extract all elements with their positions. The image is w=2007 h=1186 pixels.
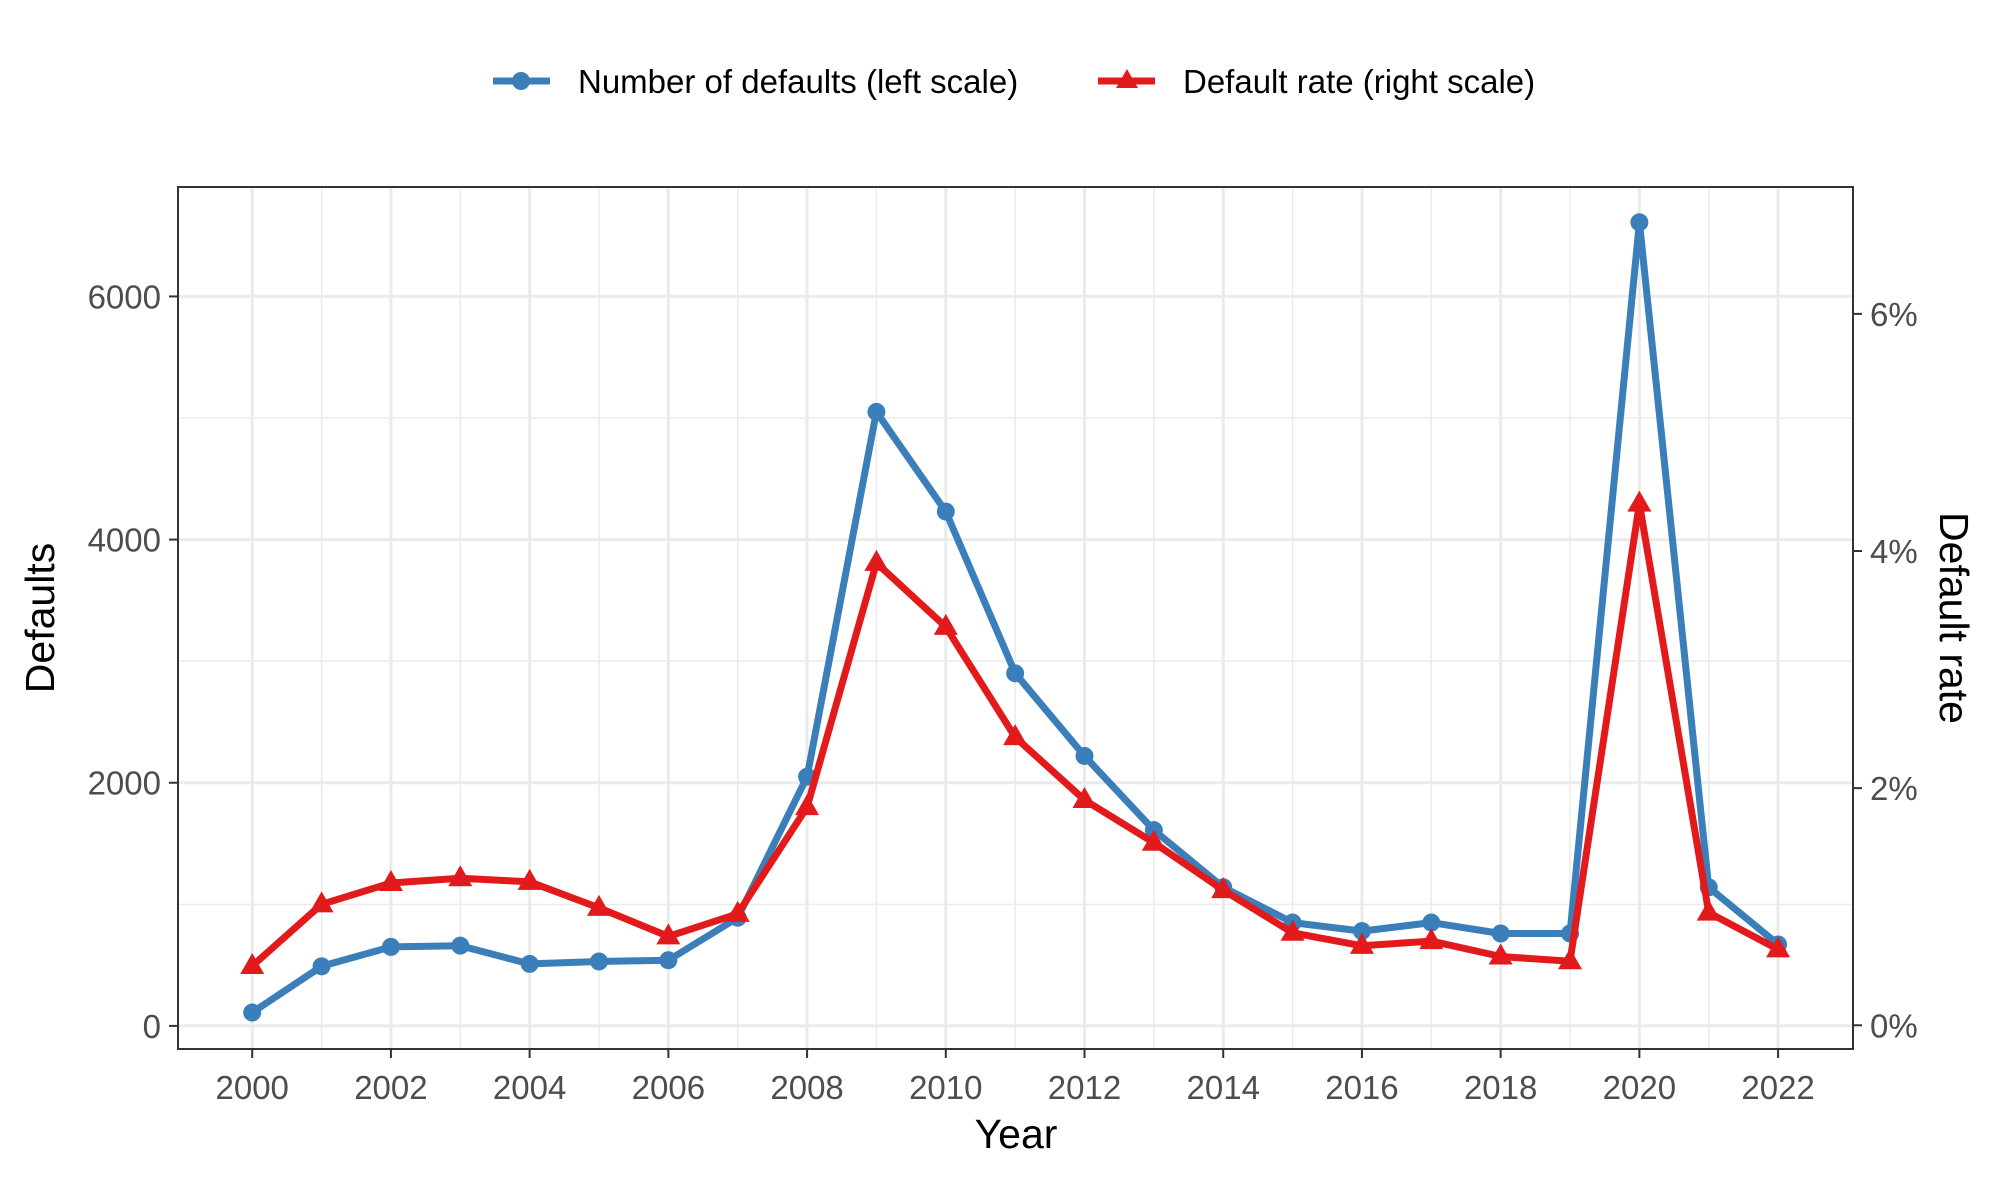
y2-tick-label: 0% xyxy=(1870,1007,1918,1044)
y2-tick-label: 6% xyxy=(1870,296,1918,333)
y-tick-label: 0 xyxy=(143,1008,161,1045)
point-default-rate xyxy=(1211,877,1236,899)
x-tick-label: 2010 xyxy=(909,1069,982,1106)
x-axis-title: Year xyxy=(975,1111,1058,1157)
series-layer xyxy=(240,213,1791,1022)
legend-label-defaults: Number of defaults (left scale) xyxy=(578,63,1018,100)
point-default-rate xyxy=(864,549,889,571)
legend-label-default-rate: Default rate (right scale) xyxy=(1183,63,1535,100)
point-default-rate xyxy=(448,865,473,887)
point-defaults xyxy=(381,937,400,956)
x-tick-label: 2018 xyxy=(1464,1069,1537,1106)
x-tick-label: 2002 xyxy=(354,1069,427,1106)
point-defaults xyxy=(451,936,470,955)
point-default-rate xyxy=(378,870,403,892)
point-default-rate xyxy=(1488,943,1513,965)
point-default-rate xyxy=(656,923,681,945)
point-default-rate xyxy=(1766,936,1791,958)
point-defaults xyxy=(312,957,331,976)
y-axis-title: Defaults xyxy=(17,543,63,693)
plot-panel-border xyxy=(177,186,1854,1050)
legend: Number of defaults (left scale) Default … xyxy=(493,63,1535,100)
point-defaults xyxy=(590,952,609,971)
x-tick-label: 2016 xyxy=(1325,1069,1398,1106)
point-default-rate xyxy=(1072,787,1097,809)
x-tick-label: 2014 xyxy=(1187,1069,1260,1106)
y2-tick-label: 4% xyxy=(1870,533,1918,570)
x-tick-label: 2012 xyxy=(1048,1069,1121,1106)
point-defaults xyxy=(867,402,886,421)
point-defaults xyxy=(243,1003,262,1022)
point-defaults xyxy=(1491,924,1510,943)
point-default-rate xyxy=(1141,829,1166,851)
y2-axis-title: Default rate xyxy=(1931,512,1977,724)
point-default-rate xyxy=(1280,919,1305,941)
x-tick-label: 2020 xyxy=(1603,1069,1676,1106)
point-default-rate xyxy=(1003,724,1028,746)
point-defaults xyxy=(1422,913,1441,932)
point-default-rate xyxy=(587,894,612,916)
y-tick-label: 6000 xyxy=(88,278,161,315)
point-defaults xyxy=(936,502,955,521)
point-default-rate xyxy=(240,953,265,975)
point-defaults xyxy=(1006,664,1025,683)
point-defaults xyxy=(1630,213,1649,232)
point-default-rate xyxy=(1349,932,1374,954)
legend-key-defaults-circle xyxy=(512,72,530,90)
point-defaults xyxy=(520,954,539,973)
x-tick-label: 2000 xyxy=(216,1069,289,1106)
point-default-rate xyxy=(1627,490,1652,512)
point-default-rate xyxy=(1696,899,1721,921)
axis-ticks: 2000 2002 2004 2006 2008 2010 2012 2014 2016 2018… xyxy=(88,278,1918,1106)
grid-lines xyxy=(178,187,1853,1049)
y-tick-label: 4000 xyxy=(88,522,161,559)
point-defaults xyxy=(659,951,678,970)
point-default-rate xyxy=(1419,928,1444,950)
x-tick-label: 2008 xyxy=(770,1069,843,1106)
x-tick-label: 2006 xyxy=(632,1069,705,1106)
x-tick-label: 2004 xyxy=(493,1069,566,1106)
point-defaults xyxy=(1352,922,1371,941)
point-default-rate xyxy=(725,900,750,922)
point-default-rate xyxy=(309,891,334,913)
point-default-rate xyxy=(1558,948,1583,970)
y2-tick-label: 2% xyxy=(1870,770,1918,807)
point-default-rate xyxy=(517,868,542,890)
legend-item-defaults: Number of defaults (left scale) xyxy=(493,63,1018,100)
legend-item-default-rate: Default rate (right scale) xyxy=(1098,63,1535,100)
x-tick-label: 2022 xyxy=(1741,1069,1814,1106)
point-defaults xyxy=(1075,746,1094,765)
legend-key-default-rate-triangle xyxy=(1116,69,1138,88)
point-default-rate xyxy=(933,613,958,635)
y-tick-label: 2000 xyxy=(88,765,161,802)
point-default-rate xyxy=(795,794,820,816)
